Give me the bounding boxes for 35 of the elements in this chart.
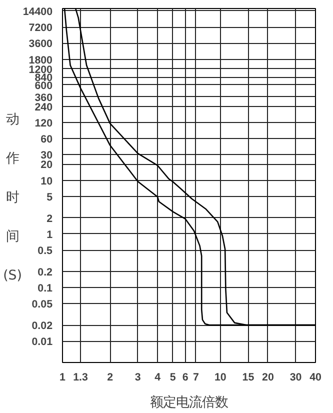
y-tick-label: 7200: [28, 22, 53, 34]
y-tick-label: 20: [40, 159, 53, 172]
y-tick-label: 3600: [28, 38, 53, 50]
y-tick-label: 2: [46, 212, 53, 225]
x-tick-label: 30: [290, 372, 302, 384]
y-tick-label: 1800: [28, 54, 53, 66]
y-tick-label: 10: [40, 175, 53, 188]
y-tick-label: 30: [40, 150, 53, 162]
x-tick-label: 5: [170, 372, 176, 384]
x-axis-title: 额定电流倍数: [150, 394, 228, 410]
y-tick-label: 0.1: [38, 282, 53, 295]
x-tick-label: 20: [262, 372, 274, 384]
y-tick-label: 0.01: [32, 336, 53, 348]
y-tick-label: 1: [46, 228, 53, 241]
y-tick-label: 5: [46, 191, 53, 204]
x-tick-label: 1: [60, 372, 66, 384]
y-tick-label: 0.02: [32, 320, 53, 332]
y-tick-label: 60: [40, 134, 53, 146]
x-tick-label: 3: [134, 372, 141, 384]
x-tick-label: 10: [214, 372, 226, 384]
x-tick-label: 2: [107, 372, 114, 384]
y-tick-label: 0.5: [38, 245, 53, 258]
x-tick-label: 1.3: [73, 372, 88, 384]
x-tick-label: 4: [154, 372, 161, 384]
y-tick-label: 120: [34, 117, 53, 130]
y-tick-label: 0.05: [32, 298, 53, 311]
x-tick-label: 6: [182, 372, 188, 384]
y-tick-label: 240: [34, 101, 53, 114]
x-tick-label: 7: [192, 372, 199, 384]
text: 动作时间 (S): [3, 112, 22, 284]
y-tick-label: 0.2: [38, 266, 53, 278]
x-tick-label: 15: [242, 372, 254, 384]
y-tick-label: 14400: [22, 6, 53, 18]
y-tick-label: 360: [34, 92, 53, 104]
x-tick-label: 40: [310, 372, 322, 384]
